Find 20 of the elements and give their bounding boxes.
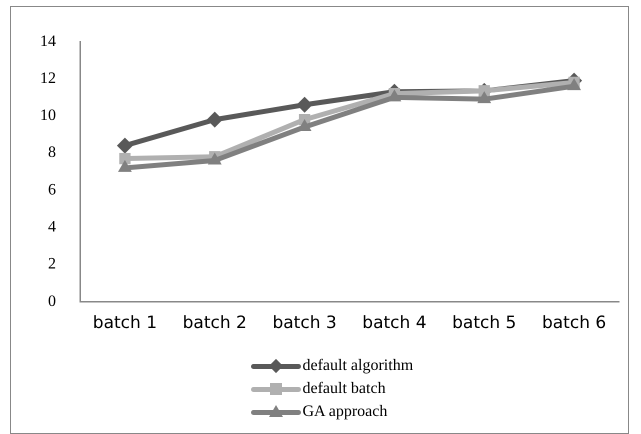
point — [116, 138, 133, 154]
x-tick-label: batch 6 — [542, 313, 606, 334]
legend-label: default algorithm — [302, 356, 414, 374]
point — [206, 112, 223, 128]
y-tick-label: 14 — [40, 32, 56, 50]
y-tick-label: 4 — [48, 218, 56, 236]
x-tick-label: batch 4 — [362, 313, 427, 334]
x-tick-label: batch 2 — [182, 313, 247, 334]
y-tick-label: 8 — [48, 144, 56, 162]
y-tick-label: 10 — [40, 107, 56, 124]
x-tick-label: batch 5 — [452, 313, 516, 334]
legend-label: default batch — [302, 380, 386, 398]
y-tick-label: 2 — [48, 256, 56, 273]
y-tick-label: 6 — [48, 181, 56, 198]
legend-label: GA approach — [302, 402, 388, 420]
x-tick-label: batch 3 — [272, 313, 337, 334]
y-tick-label: 12 — [40, 70, 56, 87]
y-tick-label: 0 — [48, 292, 56, 310]
point — [296, 96, 313, 113]
x-tick-label: batch 1 — [92, 313, 158, 334]
